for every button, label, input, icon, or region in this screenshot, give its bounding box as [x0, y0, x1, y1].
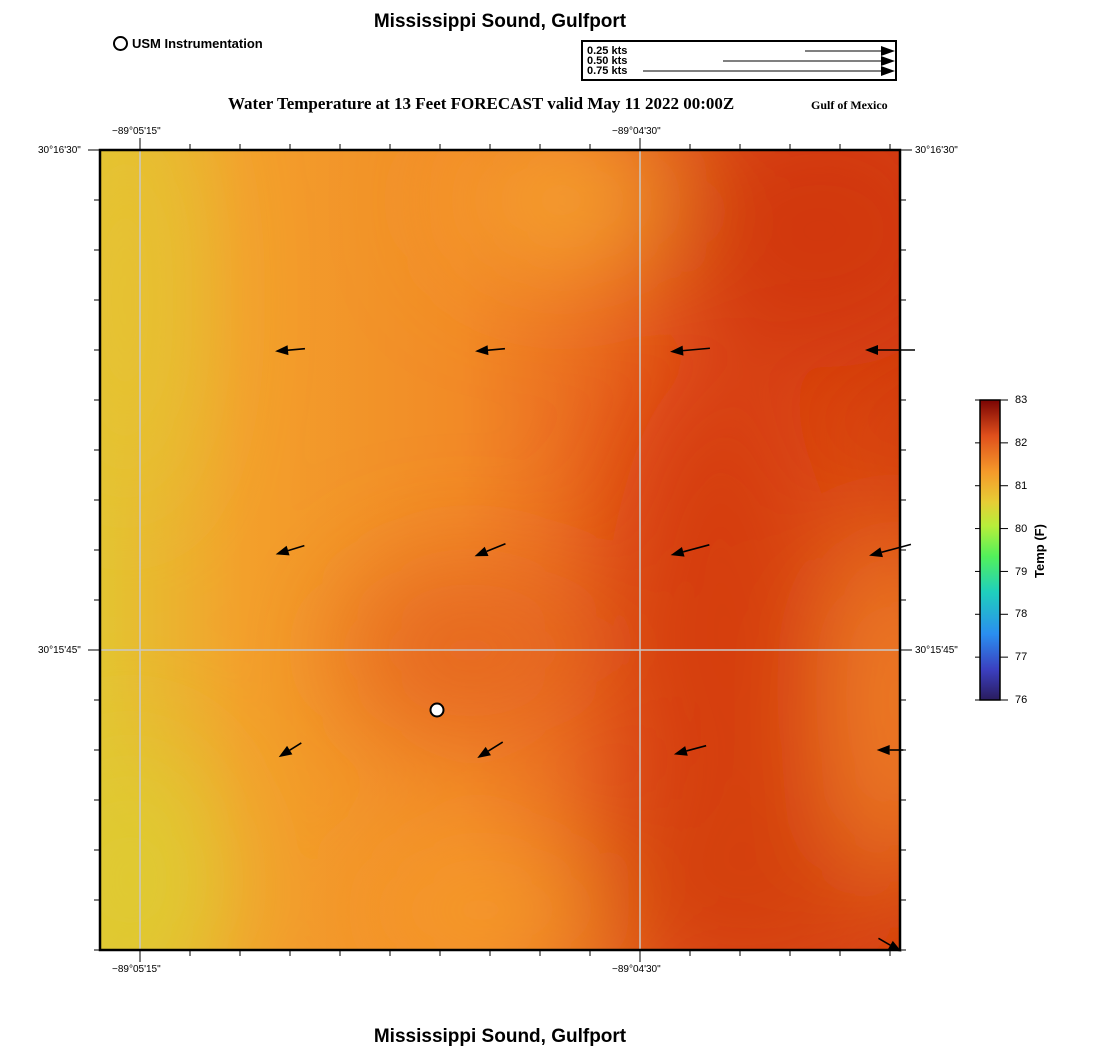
vector-scale-label-1: 0.25 kts [587, 45, 628, 57]
current-vector-arrow [865, 345, 915, 355]
colorbar-label-81: 81 [1015, 480, 1028, 492]
lat-tick-left-1: 30°16'30" [38, 145, 81, 156]
current-vectors [275, 345, 915, 952]
vector-scale-label-2: 0.50 kts [587, 55, 628, 67]
vector-scale-arrow-1 [805, 46, 895, 56]
lat-tick-right-1: 30°16'30" [915, 145, 958, 156]
region-label: Gulf of Mexico [811, 98, 888, 112]
lat-tick-left-2: 30°15'45" [38, 645, 81, 656]
colorbar-label-77: 77 [1015, 651, 1028, 663]
lat-tick-right-2: 30°15'45" [915, 645, 958, 656]
colorbar-label-83: 83 [1015, 394, 1028, 406]
vector-scale-legend: 0.25 kts 0.50 kts 0.75 kts [581, 40, 897, 81]
station-marker[interactable] [429, 702, 445, 718]
vector-scale-arrows [643, 46, 895, 76]
vector-scale-label-3: 0.75 kts [587, 65, 628, 77]
current-vector-arrow [278, 742, 302, 758]
vector-scale-arrow-2 [723, 56, 895, 66]
graticule [100, 150, 900, 950]
frame-tick-marks [88, 138, 912, 962]
lon-tick-bottom-2: −89°04'30" [612, 964, 661, 975]
current-vector-arrow [275, 345, 306, 356]
colorbar-label-78: 78 [1015, 608, 1028, 620]
station-legend: USM Instrumentation [113, 36, 263, 51]
colorbar-label-80: 80 [1015, 523, 1028, 535]
vector-scale-arrow-3 [643, 66, 895, 76]
current-vector-arrow [474, 543, 506, 557]
current-vector-arrow [275, 544, 305, 556]
map-title-bottom: Mississippi Sound, Gulfport [373, 1026, 627, 1047]
colorbar-label-79: 79 [1015, 566, 1028, 578]
map-title-top: Mississippi Sound, Gulfport [373, 11, 627, 32]
station-marker-icon [113, 36, 128, 51]
current-vector-arrow [477, 741, 504, 758]
current-vector-arrow [878, 937, 902, 952]
current-vector-arrow [670, 345, 710, 356]
colorbar-title: Temp (F) [1032, 524, 1047, 578]
current-vector-arrow [475, 345, 506, 356]
colorbar-gradient [979, 399, 1001, 701]
lon-tick-bottom-1: −89°05'15" [112, 964, 161, 975]
current-vector-arrow [673, 744, 707, 756]
lon-tick-top-1: −89°05'15" [112, 126, 161, 137]
colorbar-label-82: 82 [1015, 437, 1028, 449]
current-vector-arrow [670, 544, 710, 557]
temperature-field [100, 150, 900, 950]
forecast-title: Water Temperature at 13 Feet FORECAST va… [228, 94, 735, 113]
station-legend-label: USM Instrumentation [132, 36, 263, 51]
colorbar [975, 399, 1008, 701]
current-vector-arrow [869, 543, 912, 558]
colorbar-label-76: 76 [1015, 694, 1028, 706]
current-vector-arrow [876, 745, 904, 755]
lon-tick-top-2: −89°04'30" [612, 126, 661, 137]
